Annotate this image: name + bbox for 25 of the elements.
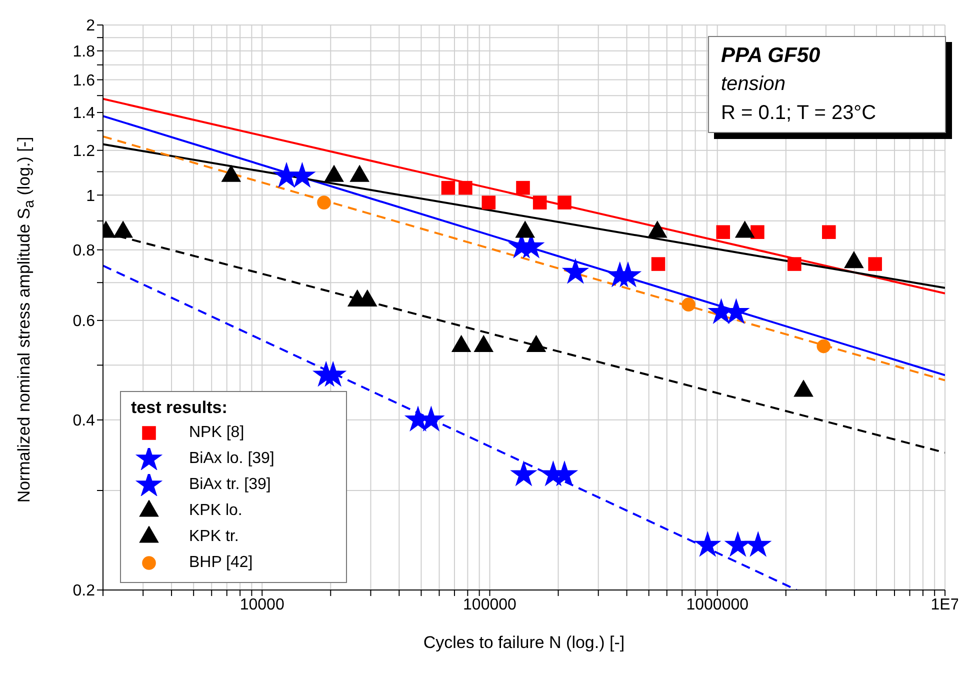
y-tick-label: 1.4: [72, 105, 96, 122]
annotation: R = 0.1; T = 23°C: [721, 101, 878, 126]
legend-label: KPK tr.: [189, 528, 239, 546]
y-tick-label: 0.6: [72, 313, 96, 330]
y-tick-label: 0.4: [72, 412, 96, 430]
annotation: PPA GF50: [721, 43, 822, 69]
y-tick-label: 0.8: [72, 242, 96, 260]
legend-title: test results:: [131, 398, 228, 418]
y-tick-label: 2: [86, 18, 96, 35]
legend-label: KPK lo.: [189, 502, 242, 520]
x-tick-label: 10000: [240, 596, 284, 614]
y-tick-label: 1.6: [72, 72, 96, 90]
legend-label: BiAx tr. [39]: [189, 476, 271, 494]
x-tick-label: 1000000: [686, 596, 749, 614]
y-tick-label: 1.8: [72, 44, 96, 61]
x-tick-label: 100000: [463, 596, 517, 614]
y-tick-label: 1: [86, 188, 96, 205]
legend-label: BiAx lo. [39]: [189, 450, 274, 468]
annotation: tension: [721, 72, 786, 97]
x-tick-label: 1E7: [930, 596, 960, 614]
y-tick-label: 0.2: [72, 582, 96, 600]
legend-label: NPK [8]: [189, 424, 244, 442]
legend-label: BHP [42]: [189, 554, 253, 572]
y-tick-label: 1.2: [72, 143, 96, 160]
x-axis-title: Cycles to failure N (log.) [-]: [423, 633, 625, 652]
